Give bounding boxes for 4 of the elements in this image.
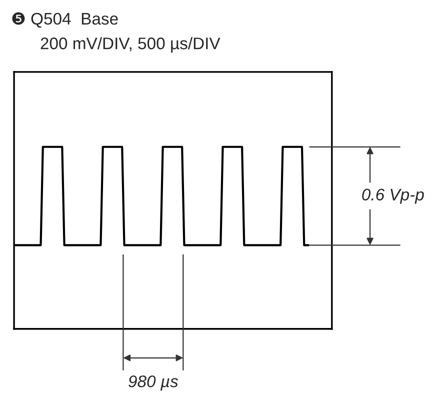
chart-subtitle: 200 mV/DIV, 500 µs/DIV bbox=[40, 37, 220, 53]
chart-title: ❺ Q504 Base bbox=[12, 12, 118, 28]
text: 980 µs bbox=[128, 375, 178, 391]
text: 0.6 Vp-p bbox=[362, 188, 424, 204]
